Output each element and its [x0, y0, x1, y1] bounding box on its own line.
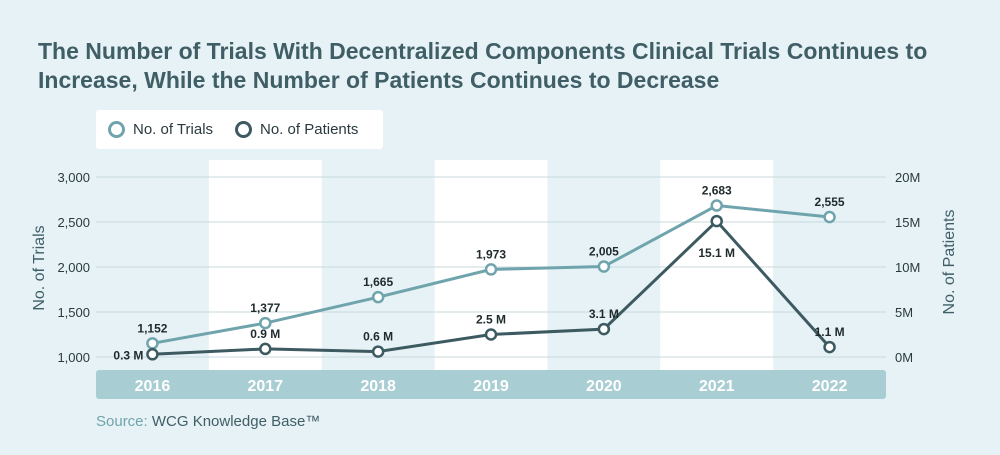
legend: No. of Trials No. of Patients — [96, 110, 383, 149]
trials-data-label: 1,377 — [250, 301, 280, 315]
patients-data-label: 1.1 M — [815, 325, 845, 339]
patients-point — [146, 348, 159, 361]
patients-point — [259, 342, 272, 356]
y2-tick-label: 15M — [895, 215, 920, 230]
trials-point — [823, 210, 836, 224]
y2-tick-label: 0M — [895, 350, 913, 365]
source-note: Source: WCG Knowledge Base™ — [96, 413, 320, 430]
y-tick-label: 3,000 — [57, 170, 90, 185]
trials-data-label: 1,152 — [137, 321, 167, 335]
patients-data-label: 3.1 M — [589, 307, 619, 321]
y-axis-title: No. of Trials — [31, 225, 48, 310]
x-tick-label: 2022 — [812, 378, 848, 395]
source-brand: WCG Knowledge Base™ — [151, 413, 321, 430]
trials-data-label: 2,683 — [702, 184, 732, 198]
legend-label-trials: No. of Trials — [133, 121, 214, 138]
trials-point — [259, 316, 272, 330]
x-tick-label: 2020 — [586, 378, 622, 395]
patients-point — [823, 340, 836, 354]
patients-point — [597, 322, 611, 336]
y2-tick-label: 20M — [895, 170, 920, 185]
trials-point — [484, 263, 498, 276]
trials-data-label: 1,665 — [363, 275, 393, 289]
trials-point — [597, 260, 611, 273]
y-tick-label: 1,500 — [57, 305, 90, 320]
y-tick-label: 2,500 — [57, 215, 90, 230]
patients-data-label: 15.1 M — [698, 246, 735, 260]
column-band-2017 — [208, 160, 322, 370]
trials-data-label: 2,555 — [815, 195, 845, 209]
trials-data-label: 2,005 — [589, 245, 619, 259]
y-tick-label: 2,000 — [57, 260, 90, 275]
patients-marker-icon — [235, 121, 253, 138]
x-tick-label: 2017 — [247, 378, 283, 395]
patients-point — [371, 345, 385, 358]
patients-data-label: 0.6 M — [363, 330, 393, 344]
legend-item-patients[interactable]: No. of Patients — [235, 121, 358, 138]
x-tick-label: 2019 — [473, 378, 509, 395]
patients-data-label: 0.9 M — [250, 327, 280, 341]
trials-marker-icon — [108, 121, 125, 138]
x-tick-label: 2016 — [135, 378, 171, 395]
x-tick-label: 2018 — [360, 378, 396, 395]
x-axis-bar — [96, 370, 886, 399]
trials-point — [710, 199, 723, 212]
trials-point — [146, 337, 159, 350]
y-tick-label: 1,000 — [57, 350, 90, 365]
patients-data-label: 2.5 M — [476, 313, 506, 327]
trials-point — [371, 290, 385, 304]
trials-data-label: 1,973 — [476, 247, 506, 261]
y2-tick-label: 10M — [895, 260, 920, 275]
patients-point — [710, 214, 723, 228]
legend-item-trials[interactable]: No. of Trials — [108, 121, 213, 138]
y2-tick-label: 5M — [895, 305, 913, 320]
patients-data-label: 0.3 M — [113, 348, 143, 362]
patients-point — [484, 328, 498, 341]
source-prefix: Source: — [96, 413, 152, 430]
chart-title: The Number of Trials With Decentralized … — [38, 38, 928, 93]
legend-label-patients: No. of Patients — [260, 121, 359, 138]
x-tick-label: 2021 — [699, 378, 735, 395]
y2-axis-title: No. of Patients — [941, 210, 958, 315]
